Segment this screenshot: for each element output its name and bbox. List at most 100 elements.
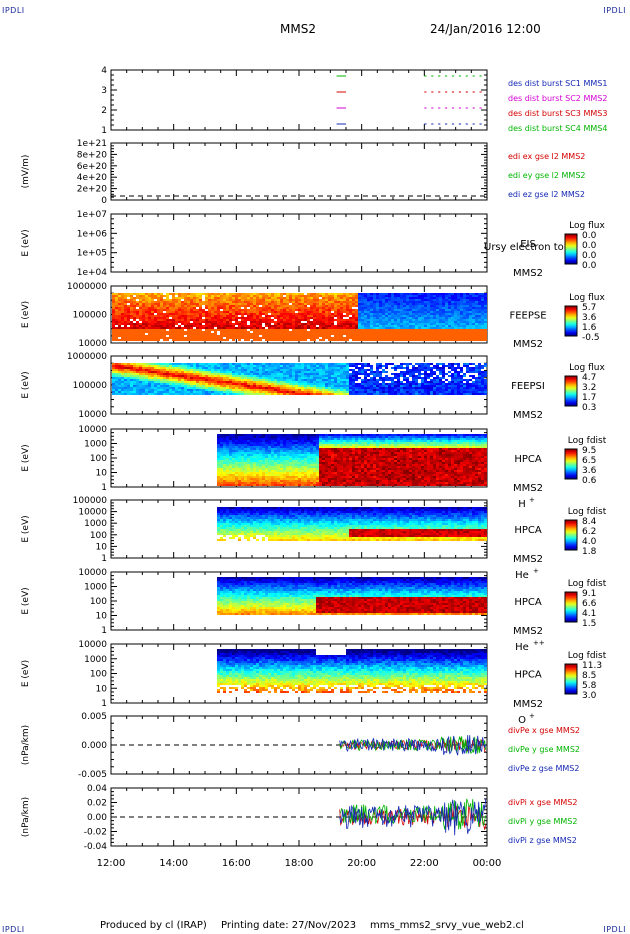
spectrogram-cell bbox=[427, 293, 430, 295]
spectrogram-cell bbox=[463, 295, 466, 297]
spectrogram-cell bbox=[214, 309, 217, 311]
spectrogram-cell bbox=[202, 331, 205, 333]
spectrogram-cell bbox=[253, 393, 256, 395]
spectrogram-cell bbox=[316, 321, 319, 323]
spectrogram-cell bbox=[130, 339, 133, 341]
spectrogram-cell bbox=[211, 339, 214, 341]
spectrogram-cell bbox=[136, 321, 139, 323]
spectrogram-cell bbox=[406, 295, 409, 297]
spectrogram-cell bbox=[349, 307, 352, 309]
spectrogram-cell bbox=[286, 373, 289, 375]
spectrogram-cell bbox=[331, 305, 334, 307]
spectrogram-cell bbox=[247, 387, 250, 389]
spectrogram-cell bbox=[142, 323, 145, 325]
spectrogram-cell bbox=[415, 327, 418, 329]
spectrogram-cell bbox=[241, 315, 244, 317]
spectrogram-cell bbox=[340, 339, 343, 341]
spectrogram-cell bbox=[349, 303, 352, 305]
spectrogram-cell bbox=[448, 327, 451, 329]
spectrogram-cell bbox=[157, 295, 160, 297]
spectrogram-cell bbox=[325, 329, 328, 331]
spectrogram-cell bbox=[283, 311, 286, 313]
spectrogram-cell bbox=[391, 323, 394, 325]
spectrogram-cell bbox=[127, 323, 130, 325]
spectrogram-cell bbox=[295, 379, 298, 381]
spectrogram-cell bbox=[376, 337, 379, 339]
spectrogram-cell bbox=[358, 317, 361, 319]
spectrogram-cell bbox=[406, 303, 409, 305]
spectrogram-cell bbox=[142, 373, 145, 375]
spectrogram-cell bbox=[460, 327, 463, 329]
spectrogram-cell bbox=[421, 315, 424, 317]
spectrogram-cell bbox=[271, 301, 274, 303]
spectrogram-cell bbox=[160, 293, 163, 295]
spectrogram-cell bbox=[457, 327, 460, 329]
spectrogram-cell bbox=[439, 325, 442, 327]
spectrogram-cell bbox=[226, 339, 229, 341]
spectrogram-cell bbox=[232, 363, 235, 365]
spectrogram-cell bbox=[226, 373, 229, 375]
spectrogram-cell bbox=[292, 391, 295, 393]
spectrogram-cell bbox=[481, 325, 484, 327]
spectrogram-cell bbox=[232, 381, 235, 383]
spectrogram-cell bbox=[430, 323, 433, 325]
spectrogram-cell bbox=[439, 309, 442, 311]
spectrogram-cell bbox=[355, 317, 358, 319]
spectrogram-cell bbox=[313, 375, 316, 377]
spectrogram-cell bbox=[169, 329, 172, 331]
spectrogram-cell bbox=[277, 329, 280, 331]
spectrogram-cell bbox=[277, 375, 280, 377]
spectrogram-cell bbox=[304, 327, 307, 329]
spectrogram-cell bbox=[193, 299, 196, 301]
spectrogram-cell bbox=[214, 301, 217, 303]
spectrogram-cell bbox=[172, 297, 175, 299]
spectrogram-cell bbox=[262, 391, 265, 393]
spectrogram-cell bbox=[121, 311, 124, 313]
spectrogram-cell bbox=[424, 323, 427, 325]
spectrogram-cell bbox=[457, 333, 460, 335]
spectrogram-cell bbox=[265, 381, 268, 383]
spectrogram-cell bbox=[481, 307, 484, 309]
spectrogram-cell bbox=[301, 323, 304, 325]
spectrogram-cell bbox=[202, 325, 205, 327]
spectrogram-cell bbox=[400, 325, 403, 327]
spectrogram-cell bbox=[130, 315, 133, 317]
spectrogram-cell bbox=[130, 385, 133, 387]
spectrogram-cell bbox=[289, 393, 292, 395]
spectrogram-cell bbox=[187, 365, 190, 367]
spectrogram-cell bbox=[124, 383, 127, 385]
spectrogram-cell bbox=[304, 337, 307, 339]
spectrogram-cell bbox=[343, 309, 346, 311]
spectrogram-cell bbox=[391, 295, 394, 297]
spectrogram-cell bbox=[319, 317, 322, 319]
spectrogram-cell bbox=[178, 387, 181, 389]
spectrogram-cell bbox=[394, 327, 397, 329]
spectrogram-cell bbox=[145, 393, 148, 395]
spectrogram-cell bbox=[352, 299, 355, 301]
spectrogram-cell bbox=[163, 365, 166, 367]
spectrogram-cell bbox=[394, 299, 397, 301]
spectrogram-cell bbox=[241, 371, 244, 373]
spectrogram-cell bbox=[448, 323, 451, 325]
footer-produced-by: Produced by cl (IRAP) bbox=[100, 920, 207, 931]
spectrogram-cell bbox=[343, 329, 346, 331]
spectrogram-cell bbox=[118, 315, 121, 317]
spectrogram-cell bbox=[388, 295, 391, 297]
spectrogram-cell bbox=[445, 333, 448, 335]
spectrogram-cell bbox=[205, 391, 208, 393]
spectrogram-cell bbox=[256, 365, 259, 367]
spectrogram-cell bbox=[217, 335, 220, 337]
spectrogram-cell bbox=[367, 319, 370, 321]
spectrogram-cell bbox=[382, 337, 385, 339]
spectrogram-cell bbox=[484, 339, 487, 341]
spectrogram-cell bbox=[169, 373, 172, 375]
spectrogram-cell bbox=[211, 305, 214, 307]
spectrogram-cell bbox=[262, 293, 265, 295]
spectrogram-cell bbox=[337, 313, 340, 315]
spectrogram-cell bbox=[346, 299, 349, 301]
spectrogram-cell bbox=[268, 309, 271, 311]
spectrogram-cell bbox=[124, 375, 127, 377]
spectrogram-cell bbox=[274, 307, 277, 309]
spectrogram-cell bbox=[130, 381, 133, 383]
